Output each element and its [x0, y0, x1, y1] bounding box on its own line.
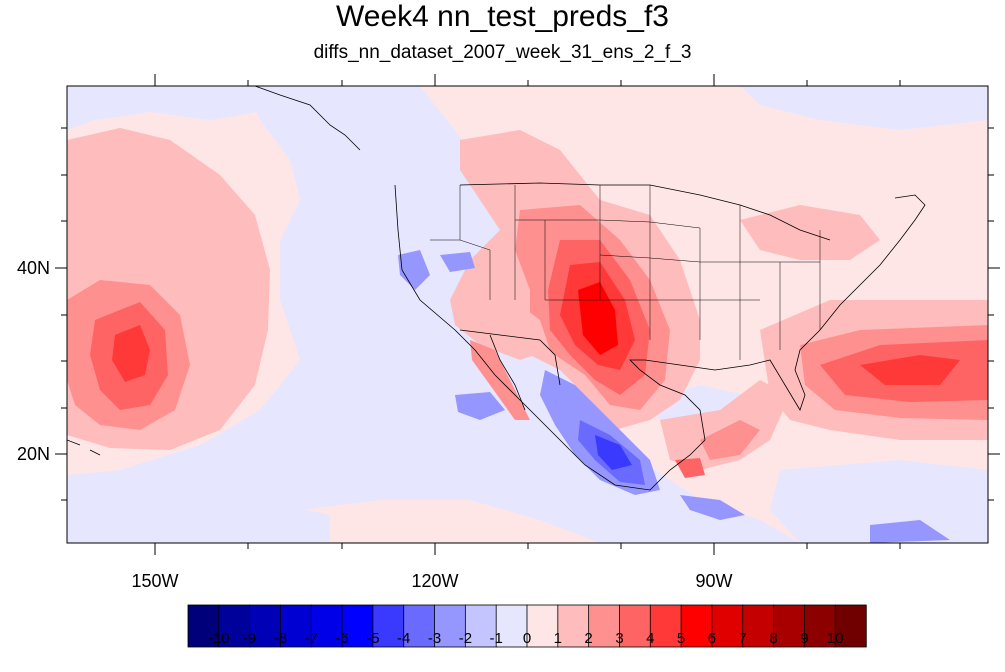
colorbar-tick-label: 3: [615, 630, 624, 647]
contour-pos5-pacific: [112, 325, 150, 382]
colorbar-swatch: [218, 604, 251, 648]
colorbar-tick-label: 0: [522, 630, 532, 647]
colorbar-tick-label: -6: [335, 630, 349, 647]
colorbar-tick-label: 6: [707, 630, 717, 647]
contour-field: [67, 86, 988, 543]
colorbar-tick-label: -10: [207, 630, 230, 647]
map-title: Week4 nn_test_preds_f3: [335, 0, 669, 33]
colorbar-swatch: [649, 604, 682, 648]
contour-neg-caribbean: [770, 460, 988, 543]
colorbar-swatch: [742, 604, 775, 648]
x-label-120w: 120W: [411, 571, 459, 591]
colorbar-tick-label: 1: [553, 630, 562, 647]
contour-neg4-mexico: [595, 435, 632, 470]
colorbar-swatch: [495, 604, 528, 648]
contour-pos3-yucatan: [675, 458, 705, 478]
contour-neg2-central-america: [680, 495, 745, 520]
colorbar-swatch: [280, 604, 312, 648]
coastlines: [67, 86, 926, 491]
colorbar-tick-label: -9: [242, 630, 257, 647]
colorbar-tick-label: 2: [584, 630, 593, 647]
colorbar-tick-label: 4: [646, 630, 655, 647]
colorbar-tick-label: -2: [458, 630, 473, 647]
colorbar-swatch: [834, 604, 867, 648]
map-subtitle: diffs_nn_dataset_2007_week_31_ens_2_f_3: [313, 42, 692, 63]
colorbar: [187, 604, 867, 648]
colorbar-tick-label: -5: [366, 630, 380, 647]
colorbar-tick-label: 7: [738, 630, 747, 647]
y-label-20n: 20N: [16, 444, 50, 464]
colorbar-swatch: [403, 604, 436, 648]
colorbar-tick-label: 9: [800, 630, 809, 647]
colorbar-swatch: [526, 604, 559, 648]
colorbar-tick-label: -1: [489, 630, 503, 647]
contour-neg2-california: [398, 250, 430, 290]
state-borders: [430, 185, 821, 360]
contour-neg2-south-edge: [870, 520, 950, 543]
colorbar-tick-label: 5: [676, 630, 686, 647]
colorbar-tick-label: -7: [304, 630, 318, 647]
colorbar-tick-label: -3: [427, 630, 442, 647]
contour-neg-east-canada: [740, 86, 988, 130]
contour-neg2-pacific-mexico: [455, 392, 505, 420]
contour-pos3-gulf: [700, 420, 760, 460]
y-label-40n: 40N: [16, 258, 50, 278]
colorbar-swatch: [711, 604, 744, 648]
colorbar-tick-label: -4: [397, 630, 411, 647]
contour-neg-north-pacific: [67, 86, 270, 130]
contour-pos5-atlantic: [860, 355, 960, 385]
colorbar-tick-label: -8: [273, 630, 288, 647]
contour-neg-southwest: [67, 490, 330, 543]
colorbar-swatch: [310, 604, 343, 648]
axis-ticks: [55, 74, 1000, 555]
colorbar-swatch: [341, 604, 374, 648]
contour-neg2-nevada: [440, 252, 475, 272]
colorbar-swatch: [557, 604, 590, 648]
x-label-150w: 150W: [131, 571, 179, 591]
contour-pos2-southwest: [450, 290, 550, 360]
colorbar-swatch: [434, 604, 467, 648]
contour-pos2-northeast: [740, 205, 880, 260]
colorbar-tick-label: 8: [769, 630, 778, 647]
colorbar-tick-label: 10: [826, 630, 844, 647]
colorbar-swatch: [619, 604, 651, 648]
contour-pos2-gulf: [660, 380, 790, 470]
colorbar-swatch: [803, 604, 836, 648]
x-label-90w: 90W: [695, 571, 733, 591]
colorbar-swatch: [464, 604, 497, 648]
colorbar-swatch: [680, 604, 713, 648]
colorbar-swatch: [187, 604, 220, 648]
contour-neg-pacific-band: [67, 86, 800, 543]
